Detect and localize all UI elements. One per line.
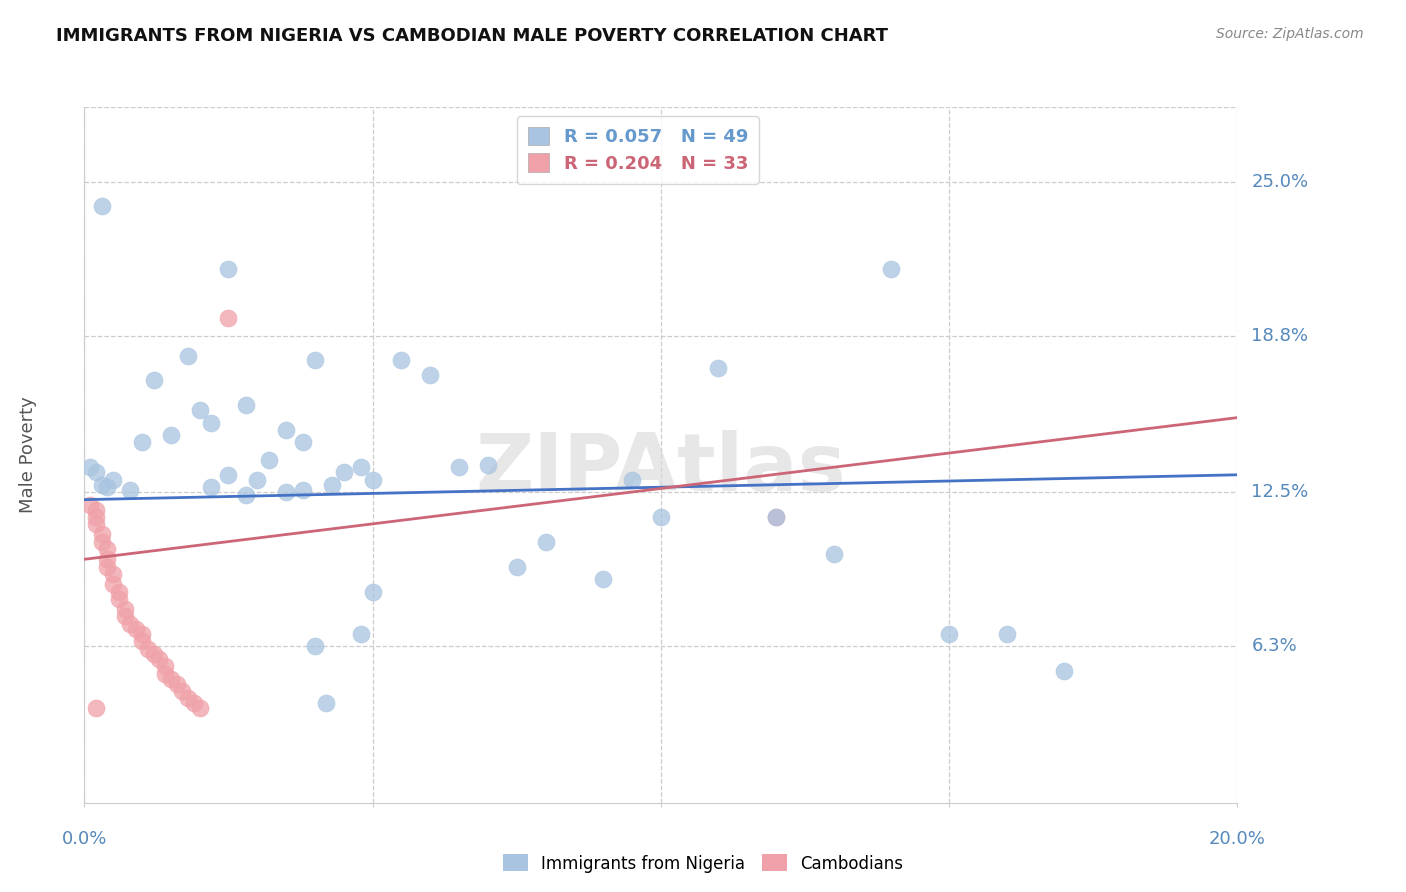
Point [183, 697, 205, 711]
Point [103, 577, 124, 591]
Point [96, 480, 118, 494]
Point [114, 602, 136, 616]
Point [103, 567, 124, 582]
Point [103, 473, 124, 487]
Point [188, 701, 211, 715]
Point [217, 261, 239, 276]
Point [84, 466, 107, 480]
Point [84, 701, 107, 715]
Point [108, 584, 131, 599]
Point [361, 584, 384, 599]
Point [274, 423, 298, 437]
Point [304, 353, 326, 368]
Point [592, 572, 614, 586]
Text: IMMIGRANTS FROM NIGERIA VS CAMBODIAN MALE POVERTY CORRELATION CHART: IMMIGRANTS FROM NIGERIA VS CAMBODIAN MAL… [56, 27, 889, 45]
Point [419, 368, 441, 383]
Point [120, 616, 142, 631]
Point [172, 684, 194, 698]
Point [200, 416, 222, 430]
Point [246, 473, 269, 487]
Point [84, 502, 107, 516]
Point [90, 527, 112, 541]
Point [995, 627, 1018, 641]
Point [148, 651, 170, 665]
Point [257, 453, 280, 467]
Point [350, 460, 373, 475]
Point [217, 311, 239, 326]
Point [84, 510, 107, 524]
Point [120, 483, 142, 497]
Point [217, 467, 239, 482]
Point [131, 634, 153, 648]
Text: 12.5%: 12.5% [1251, 483, 1309, 501]
Point [131, 627, 153, 641]
Point [136, 641, 159, 656]
Point [765, 510, 787, 524]
Point [447, 460, 470, 475]
Point [96, 542, 118, 557]
Text: 0.0%: 0.0% [62, 830, 107, 847]
Point [350, 627, 373, 641]
Point [177, 691, 200, 706]
Point [160, 672, 183, 686]
Text: 18.8%: 18.8% [1251, 326, 1309, 344]
Point [153, 666, 176, 681]
Point [332, 466, 354, 480]
Point [114, 609, 136, 624]
Point [938, 627, 960, 641]
Point [274, 485, 298, 500]
Point [292, 435, 315, 450]
Point [315, 697, 337, 711]
Point [125, 622, 148, 636]
Point [477, 458, 499, 472]
Point [84, 517, 107, 532]
Point [166, 676, 188, 690]
Point [880, 261, 903, 276]
Point [707, 361, 730, 376]
Point [79, 460, 101, 475]
Text: 25.0%: 25.0% [1251, 172, 1309, 191]
Point [108, 592, 131, 607]
Point [90, 199, 112, 213]
Text: Source: ZipAtlas.com: Source: ZipAtlas.com [1216, 27, 1364, 41]
Point [96, 552, 118, 566]
Point [142, 373, 165, 387]
Text: 6.3%: 6.3% [1251, 637, 1298, 656]
Point [142, 647, 165, 661]
Point [1053, 664, 1076, 678]
Text: 20.0%: 20.0% [1209, 830, 1265, 847]
Text: ZIPAtlas: ZIPAtlas [475, 430, 846, 508]
Point [79, 498, 101, 512]
Point [823, 547, 845, 561]
Point [235, 398, 257, 412]
Point [765, 510, 787, 524]
Point [153, 659, 176, 673]
Point [235, 488, 257, 502]
Point [188, 403, 211, 417]
Point [321, 477, 343, 491]
Point [506, 559, 529, 574]
Point [621, 473, 644, 487]
Point [200, 480, 222, 494]
Text: Male Poverty: Male Poverty [20, 397, 37, 513]
Legend: R = 0.057   N = 49, R = 0.204   N = 33: R = 0.057 N = 49, R = 0.204 N = 33 [516, 116, 759, 184]
Point [90, 477, 112, 491]
Legend: Immigrants from Nigeria, Cambodians: Immigrants from Nigeria, Cambodians [496, 847, 910, 880]
Point [650, 510, 672, 524]
Point [177, 349, 200, 363]
Point [90, 535, 112, 549]
Point [361, 473, 384, 487]
Point [292, 483, 315, 497]
Point [534, 535, 557, 549]
Point [391, 353, 413, 368]
Point [304, 639, 326, 653]
Point [131, 435, 153, 450]
Point [96, 559, 118, 574]
Point [160, 428, 183, 442]
